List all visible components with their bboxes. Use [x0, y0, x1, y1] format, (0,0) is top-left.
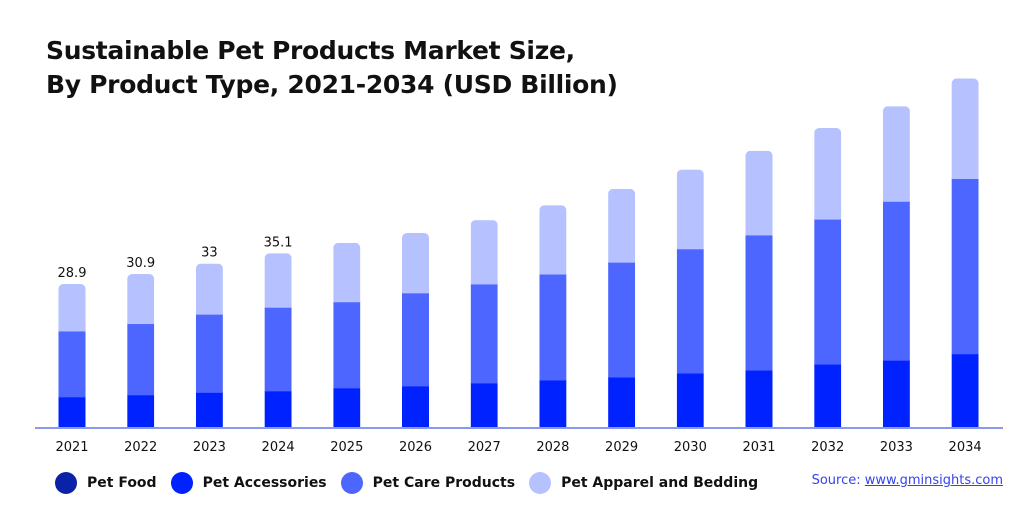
bar-group-2022 — [127, 274, 155, 428]
bar-segment-pet-care-products-2027 — [470, 283, 498, 384]
data-label-2024: 35.1 — [264, 235, 293, 250]
bar-segment-pet-apparel-and-bedding-2025 — [333, 242, 361, 303]
x-tick-label-2025: 2025 — [330, 440, 363, 455]
bar-segment-pet-care-products-2029 — [608, 262, 636, 378]
x-tick-label-2032: 2032 — [811, 440, 844, 455]
bar-group-2034 — [951, 78, 979, 428]
bar-group-2029 — [608, 188, 636, 428]
bar-group-2024 — [264, 253, 292, 428]
legend-label: Pet Accessories — [202, 475, 327, 491]
bar-segment-pet-accessories-2028 — [539, 379, 567, 428]
bar-segment-pet-apparel-and-bedding-2030 — [676, 169, 704, 250]
x-tick-label-2029: 2029 — [605, 440, 638, 455]
bar-segment-pet-accessories-2024 — [264, 390, 292, 428]
bar-group-2025 — [333, 242, 361, 428]
bar-segment-pet-care-products-2021 — [58, 330, 86, 398]
bar-segment-pet-care-products-2024 — [264, 307, 292, 392]
bar-segment-pet-accessories-2026 — [402, 385, 429, 428]
bar-segment-pet-accessories-2027 — [470, 382, 498, 428]
bar-segment-pet-care-products-2031 — [745, 234, 773, 371]
bar-segment-pet-accessories-2033 — [882, 360, 910, 428]
bar-group-2021 — [58, 283, 86, 428]
x-tick-label-2031: 2031 — [742, 440, 775, 455]
bar-segment-pet-apparel-and-bedding-2027 — [470, 220, 498, 285]
bar-segment-pet-care-products-2034 — [951, 178, 979, 355]
bar-segment-pet-accessories-2034 — [951, 353, 979, 428]
bar-segment-pet-apparel-and-bedding-2021 — [58, 283, 86, 332]
bar-segment-pet-apparel-and-bedding-2034 — [951, 78, 979, 180]
bar-segment-pet-accessories-2029 — [608, 377, 636, 428]
source-prefix: Source: — [811, 473, 865, 488]
bar-segment-pet-accessories-2021 — [58, 396, 86, 428]
bar-segment-pet-accessories-2022 — [127, 394, 155, 428]
bar-group-2026 — [402, 232, 429, 428]
legend-swatch-icon — [170, 472, 193, 494]
bar-segment-pet-care-products-2033 — [882, 201, 910, 361]
legend-swatch-icon — [55, 472, 77, 494]
bar-segment-pet-care-products-2022 — [127, 323, 155, 396]
x-tick-label-2027: 2027 — [468, 440, 501, 455]
x-tick-label-2024: 2024 — [262, 440, 295, 455]
chart-title: Sustainable Pet Products Market Size, By… — [46, 34, 618, 102]
legend-label: Pet Food — [87, 475, 157, 491]
bar-segment-pet-apparel-and-bedding-2028 — [539, 205, 567, 275]
bar-segment-pet-accessories-2031 — [745, 370, 773, 428]
bar-segment-pet-care-products-2028 — [539, 274, 567, 381]
bar-segment-pet-accessories-2025 — [333, 387, 361, 428]
bar-segment-pet-care-products-2032 — [814, 219, 842, 365]
bar-segment-pet-apparel-and-bedding-2022 — [127, 274, 155, 325]
bar-group-2032 — [814, 128, 842, 428]
legend-item-pet-accessories: Pet Accessories — [170, 472, 327, 494]
legend-swatch-icon — [340, 472, 363, 494]
chart-title-line-2: By Product Type, 2021-2034 (USD Billion) — [46, 70, 618, 99]
chart-legend: Pet Food Pet Accessories Pet Care Products… — [55, 472, 772, 494]
bar-segment-pet-apparel-and-bedding-2031 — [745, 150, 773, 236]
bar-segment-pet-apparel-and-bedding-2029 — [608, 188, 636, 263]
data-label-2021: 28.9 — [58, 266, 87, 281]
x-tick-label-2030: 2030 — [674, 440, 707, 455]
bar-segment-pet-accessories-2023 — [195, 392, 223, 428]
x-tick-label-2033: 2033 — [880, 440, 913, 455]
x-tick-label-2028: 2028 — [536, 440, 569, 455]
x-tick-label-2023: 2023 — [193, 440, 226, 455]
bar-group-2023 — [195, 263, 223, 428]
x-tick-label-2026: 2026 — [399, 440, 432, 455]
bar-segment-pet-care-products-2025 — [333, 301, 361, 389]
bar-group-2033 — [882, 106, 910, 428]
bar-segment-pet-accessories-2030 — [676, 373, 704, 428]
bar-group-2028 — [539, 205, 567, 428]
bar-segment-pet-care-products-2030 — [676, 248, 704, 374]
bar-segment-pet-accessories-2032 — [814, 364, 842, 428]
bar-segment-pet-apparel-and-bedding-2023 — [195, 263, 223, 315]
data-label-2023: 33 — [201, 246, 218, 261]
legend-item-pet-apparel-and-bedding: Pet Apparel and Bedding — [529, 472, 758, 494]
legend-item-pet-care-products: Pet Care Products — [340, 472, 516, 494]
bar-segment-pet-apparel-and-bedding-2024 — [264, 253, 292, 308]
bar-group-2030 — [676, 169, 704, 428]
bar-segment-pet-apparel-and-bedding-2033 — [882, 106, 910, 202]
source-link[interactable]: www.gminsights.com — [864, 473, 1003, 488]
legend-label: Pet Care Products — [372, 475, 516, 491]
x-tick-label-2034: 2034 — [949, 440, 982, 455]
bar-segment-pet-care-products-2026 — [402, 292, 429, 387]
bar-segment-pet-apparel-and-bedding-2032 — [814, 128, 842, 220]
chart-title-line-1: Sustainable Pet Products Market Size, — [46, 36, 575, 65]
x-tick-label-2021: 2021 — [55, 440, 88, 455]
legend-label: Pet Apparel and Bedding — [561, 475, 759, 491]
data-label-2022: 30.9 — [126, 256, 155, 271]
bar-group-2031 — [745, 150, 773, 428]
legend-item-pet-food: Pet Food — [55, 472, 157, 494]
x-tick-label-2022: 2022 — [124, 440, 157, 455]
bar-segment-pet-apparel-and-bedding-2026 — [402, 232, 429, 294]
bar-group-2027 — [470, 220, 498, 428]
bar-segment-pet-care-products-2023 — [195, 314, 223, 393]
source-note: Source: www.gminsights.com — [812, 473, 1003, 488]
legend-swatch-icon — [529, 472, 552, 494]
